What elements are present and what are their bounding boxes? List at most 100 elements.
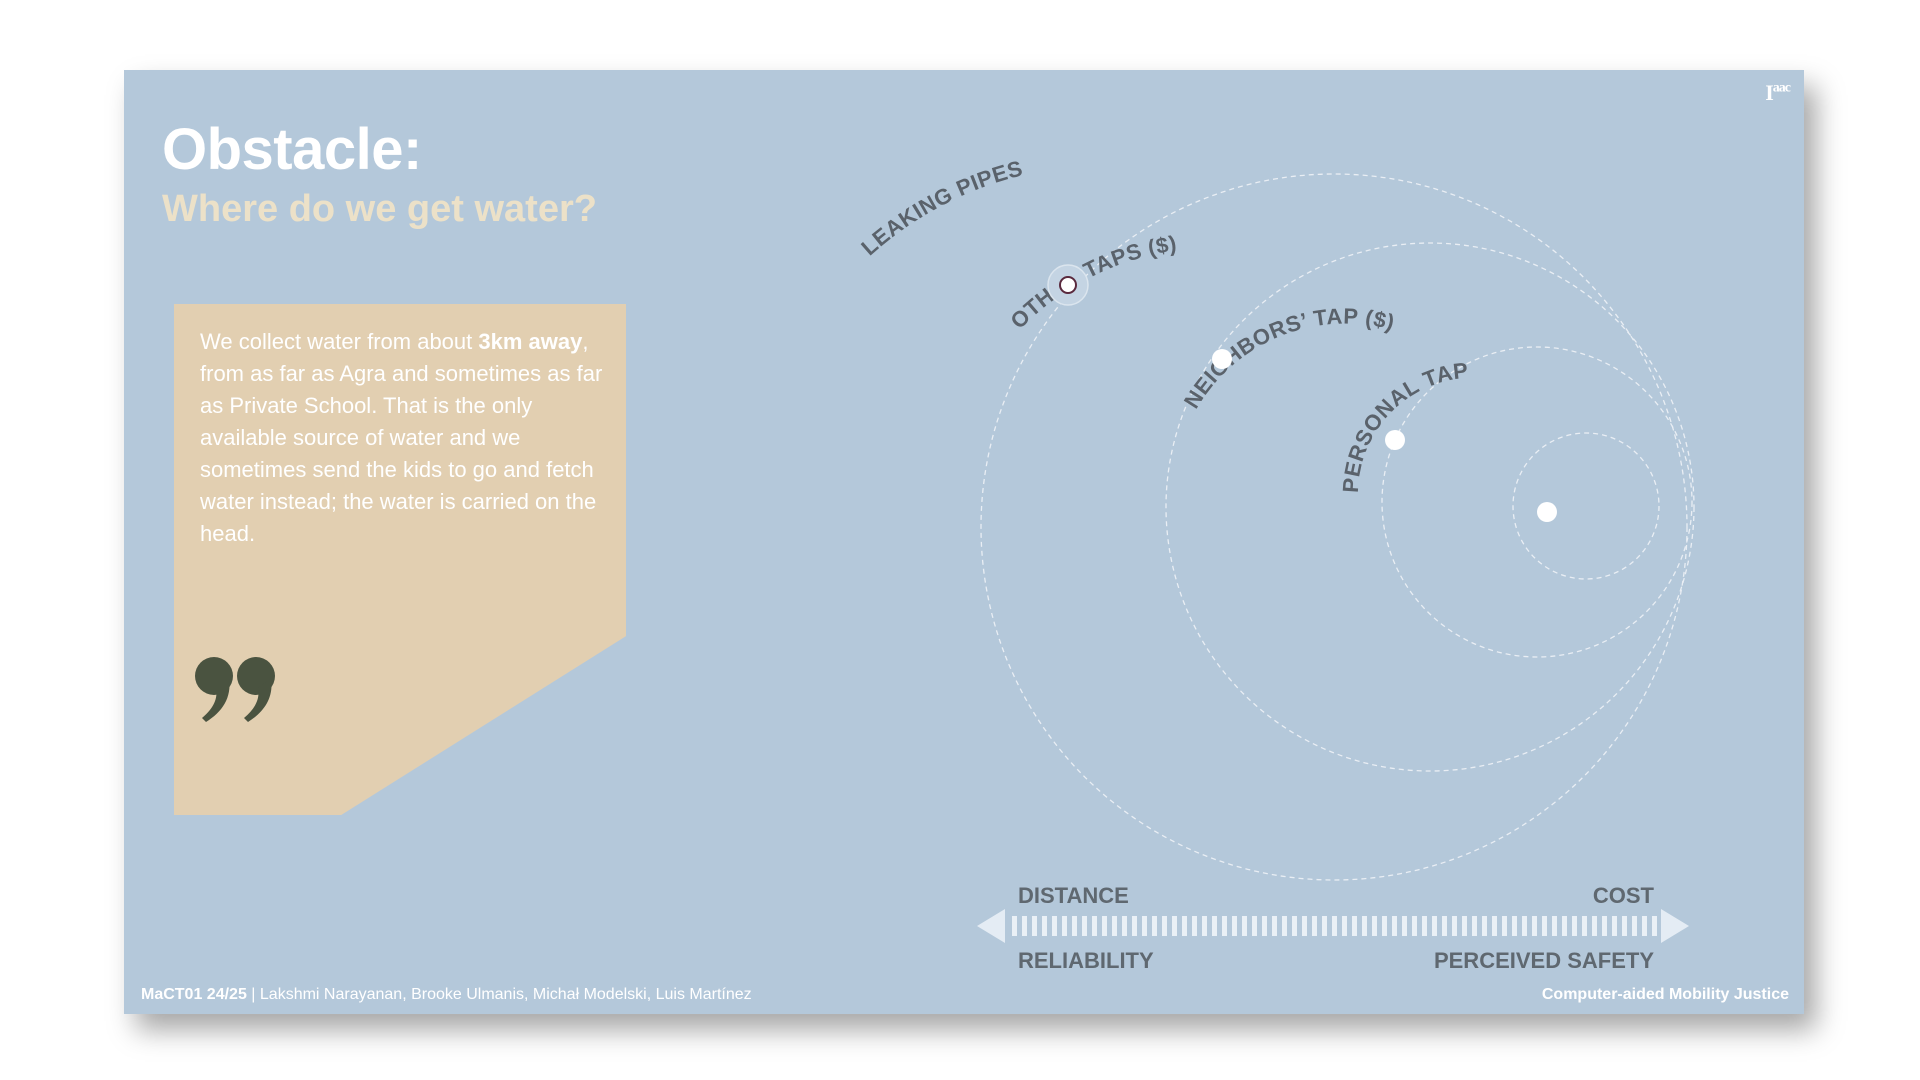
scale-tick <box>1322 916 1327 936</box>
footer-credits: MaCT01 24/25 | Lakshmi Narayanan, Brooke… <box>141 986 752 1003</box>
scale-tick <box>1242 916 1247 936</box>
scale-ticks <box>1012 916 1657 936</box>
scale-tick <box>1612 916 1617 936</box>
scale-tick <box>1632 916 1637 936</box>
scale-tick <box>1502 916 1507 936</box>
scale-tick <box>1562 916 1567 936</box>
scale-tick <box>1392 916 1397 936</box>
ring-leaking-pipes <box>980 173 1688 881</box>
label-neighbors-tap: NEIGHBORS’ TAP ($) <box>1179 303 1398 412</box>
scale-tick <box>1232 916 1237 936</box>
scale-tick <box>1412 916 1417 936</box>
slide: Iaac Obstacle: Where do we get water? We… <box>124 70 1804 1014</box>
arrow-left-icon <box>977 909 1005 943</box>
scale-tick <box>1382 916 1387 936</box>
distance-rings <box>980 173 1695 881</box>
slide-title: Obstacle: <box>162 117 422 182</box>
dot-leaking-pipes <box>1059 276 1077 294</box>
scale-tick <box>1422 916 1427 936</box>
scale-tick <box>1512 916 1517 936</box>
dot-other-taps <box>1212 349 1232 369</box>
scale-tick <box>1592 916 1597 936</box>
axis-label-reliability: RELIABILITY <box>1018 948 1154 973</box>
quote-mark-icon <box>195 657 275 722</box>
label-leaking-pipes: LEAKING PIPES <box>856 155 1025 260</box>
scale-tick <box>1372 916 1377 936</box>
scale-tick <box>1572 916 1577 936</box>
scale-tick <box>1082 916 1087 936</box>
footer-program: Computer-aided Mobility Justice <box>1541 986 1789 1003</box>
axis-label-distance: DISTANCE <box>1018 883 1129 908</box>
quote-text: We collect water from about 3km away, fr… <box>200 329 603 546</box>
scale-tick <box>1282 916 1287 936</box>
authors: Lakshmi Narayanan, Brooke Ulmanis, Micha… <box>259 986 752 1003</box>
scale-tick <box>1072 916 1077 936</box>
scale-tick <box>1602 916 1607 936</box>
scale-tick <box>1262 916 1267 936</box>
ring-labels: LEAKING PIPES OTHER TAPS ($) NEIGHBORS’ … <box>856 155 1469 493</box>
scale-tick <box>1062 916 1067 936</box>
dot-neighbors-tap <box>1385 430 1405 450</box>
water-source-diagram: LEAKING PIPES OTHER TAPS ($) NEIGHBORS’ … <box>856 155 1695 973</box>
scale-tick <box>1452 916 1457 936</box>
scale-tick <box>1192 916 1197 936</box>
label-other-taps: OTHER TAPS ($) <box>1005 231 1178 334</box>
scale-tick <box>1542 916 1547 936</box>
scale-tick <box>1032 916 1037 936</box>
axis-scale: DISTANCE COST RELIABILITY PERCEIVED SAFE… <box>977 883 1689 973</box>
scale-tick <box>1652 916 1657 936</box>
scale-tick <box>1582 916 1587 936</box>
scale-tick <box>1212 916 1217 936</box>
scale-tick <box>1012 916 1017 936</box>
scale-tick <box>1402 916 1407 936</box>
scale-tick <box>1102 916 1107 936</box>
scale-tick <box>1492 916 1497 936</box>
scale-tick <box>1622 916 1627 936</box>
scale-tick <box>1092 916 1097 936</box>
scale-tick <box>1172 916 1177 936</box>
dot-personal-tap <box>1537 502 1557 522</box>
scale-tick <box>1432 916 1437 936</box>
ring-neighbors-tap <box>1381 346 1693 658</box>
scale-tick <box>1332 916 1337 936</box>
scale-tick <box>1022 916 1027 936</box>
source-dots <box>1047 264 1557 522</box>
scale-tick <box>1462 916 1467 936</box>
label-personal-tap: PERSONAL TAP <box>1338 358 1470 494</box>
scale-tick <box>1302 916 1307 936</box>
quote-card: We collect water from about 3km away, fr… <box>174 304 626 815</box>
scale-tick <box>1342 916 1347 936</box>
scale-tick <box>1362 916 1367 936</box>
scale-tick <box>1252 916 1257 936</box>
axis-label-perceived-safety: PERCEIVED SAFETY <box>1434 948 1654 973</box>
iaac-logo: Iaac <box>1765 80 1791 105</box>
quote-highlight: 3km away <box>478 329 583 354</box>
scale-tick <box>1292 916 1297 936</box>
scale-tick <box>1272 916 1277 936</box>
course-code: MaCT01 24/25 <box>141 986 247 1003</box>
slide-subtitle: Where do we get water? <box>162 188 597 230</box>
scale-tick <box>1152 916 1157 936</box>
scale-tick <box>1042 916 1047 936</box>
arrow-right-icon <box>1661 909 1689 943</box>
scale-tick <box>1142 916 1147 936</box>
scale-tick <box>1312 916 1317 936</box>
scale-tick <box>1222 916 1227 936</box>
scale-tick <box>1482 916 1487 936</box>
scale-tick <box>1522 916 1527 936</box>
scale-tick <box>1112 916 1117 936</box>
scale-tick <box>1642 916 1647 936</box>
scale-tick <box>1552 916 1557 936</box>
scale-tick <box>1442 916 1447 936</box>
scale-tick <box>1202 916 1207 936</box>
ring-personal-tap <box>1512 432 1660 580</box>
scale-tick <box>1162 916 1167 936</box>
scale-tick <box>1532 916 1537 936</box>
axis-label-cost: COST <box>1593 883 1655 908</box>
scale-tick <box>1052 916 1057 936</box>
scale-tick <box>1132 916 1137 936</box>
scale-tick <box>1472 916 1477 936</box>
scale-tick <box>1182 916 1187 936</box>
ring-other-taps <box>1165 242 1695 772</box>
scale-tick <box>1352 916 1357 936</box>
